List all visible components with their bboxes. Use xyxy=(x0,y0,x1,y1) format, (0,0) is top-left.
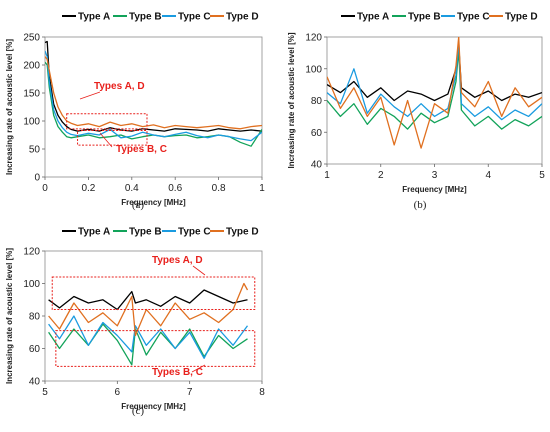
annotation-label: Types A, D xyxy=(152,255,203,266)
annotation-leader xyxy=(192,265,206,276)
series-line xyxy=(48,289,248,311)
plot-frame xyxy=(44,250,263,382)
panel-label: (b) xyxy=(414,199,427,211)
chart-panel-2: 40 60 80 100 120 1 2 3 4 5 Frequency [MHz] Increasi… xyxy=(287,12,545,212)
x-tick-label: 5 xyxy=(42,387,48,398)
series-line xyxy=(327,39,542,121)
chart-panel-1: 0 50 100 150 200 250 0 0.2 0.4 0.6 0.8 1 Frequency [… xyxy=(5,12,265,212)
y-tick-label: 50 xyxy=(29,145,41,156)
y-tick-label: 120 xyxy=(305,33,322,44)
y-tick-label: 100 xyxy=(23,279,40,290)
plot-frame xyxy=(44,36,263,178)
x-tick-label: 5 xyxy=(539,170,545,181)
x-tick-label: 0 xyxy=(42,183,48,194)
legend-label: Type C xyxy=(178,12,211,23)
annotation-box xyxy=(66,113,148,130)
y-tick-label: 120 xyxy=(23,247,40,258)
y-axis-title: Increasing rate of acoustic level [%] xyxy=(287,32,296,168)
x-tick-label: 4 xyxy=(485,170,491,181)
x-tick-label: 0.6 xyxy=(168,183,182,194)
series-line xyxy=(327,49,542,130)
series-line xyxy=(45,40,262,132)
legend-label: Type B xyxy=(129,227,162,238)
y-tick-label: 80 xyxy=(29,312,41,323)
y-axis-title: Increasing rate of acoustic level [%] xyxy=(5,248,14,384)
chart-panel-3: 40 60 80 100 120 5 6 7 8 Frequency [MHz] Increasin… xyxy=(5,227,265,418)
annotation-label: Types A, D xyxy=(94,81,145,92)
y-tick-label: 60 xyxy=(29,344,41,355)
series-line xyxy=(48,323,248,366)
y-tick-label: 100 xyxy=(305,64,322,75)
legend-label: Type B xyxy=(129,12,162,23)
x-axis-title: Frequency [MHz] xyxy=(121,198,186,207)
y-tick-label: 40 xyxy=(311,160,323,171)
x-tick-label: 7 xyxy=(187,387,193,398)
annotation-label: Types B, C xyxy=(116,144,167,155)
series-line xyxy=(45,50,262,142)
y-tick-label: 150 xyxy=(23,89,40,100)
legend-label: Type C xyxy=(457,12,490,23)
x-tick-label: 1 xyxy=(259,183,265,194)
x-tick-label: 2 xyxy=(378,170,384,181)
panel-label: (c) xyxy=(132,405,145,417)
legend-label: Type A xyxy=(78,12,110,23)
annotation-leader xyxy=(99,132,113,148)
legend-label: Type D xyxy=(226,12,259,23)
x-tick-label: 0.4 xyxy=(125,183,139,194)
x-tick-label: 8 xyxy=(259,387,265,398)
x-tick-label: 1 xyxy=(324,170,330,181)
y-tick-label: 100 xyxy=(23,117,40,128)
y-tick-label: 80 xyxy=(311,96,323,107)
series-line xyxy=(45,56,262,130)
legend-label: Type D xyxy=(226,227,259,238)
y-axis-title: Increasing rate of acoustic level [%] xyxy=(5,39,14,175)
annotation-leader xyxy=(191,364,206,373)
annotation-leader xyxy=(79,91,101,100)
legend-label: Type D xyxy=(505,12,538,23)
x-tick-label: 0.8 xyxy=(212,183,226,194)
annotation-box xyxy=(55,330,256,367)
annotation-box xyxy=(51,276,256,310)
y-tick-label: 40 xyxy=(29,377,41,388)
panel-label: (a) xyxy=(132,199,145,211)
legend-label: Type C xyxy=(178,227,211,238)
legend-label: Type B xyxy=(408,12,441,23)
y-tick-label: 60 xyxy=(311,128,323,139)
y-tick-label: 250 xyxy=(23,33,40,44)
x-axis-title: Frequency [MHz] xyxy=(402,185,467,194)
legend-label: Type A xyxy=(78,227,110,238)
y-tick-label: 200 xyxy=(23,61,40,72)
x-tick-label: 0.2 xyxy=(81,183,95,194)
x-tick-label: 3 xyxy=(432,170,438,181)
legend-label: Type A xyxy=(357,12,389,23)
x-tick-label: 6 xyxy=(115,387,121,398)
y-tick-label: 0 xyxy=(34,173,40,184)
annotation-label: Types B, C xyxy=(152,367,203,378)
series-line xyxy=(327,44,542,102)
series-line xyxy=(327,37,542,149)
x-axis-title: Frequency [MHz] xyxy=(121,402,186,411)
